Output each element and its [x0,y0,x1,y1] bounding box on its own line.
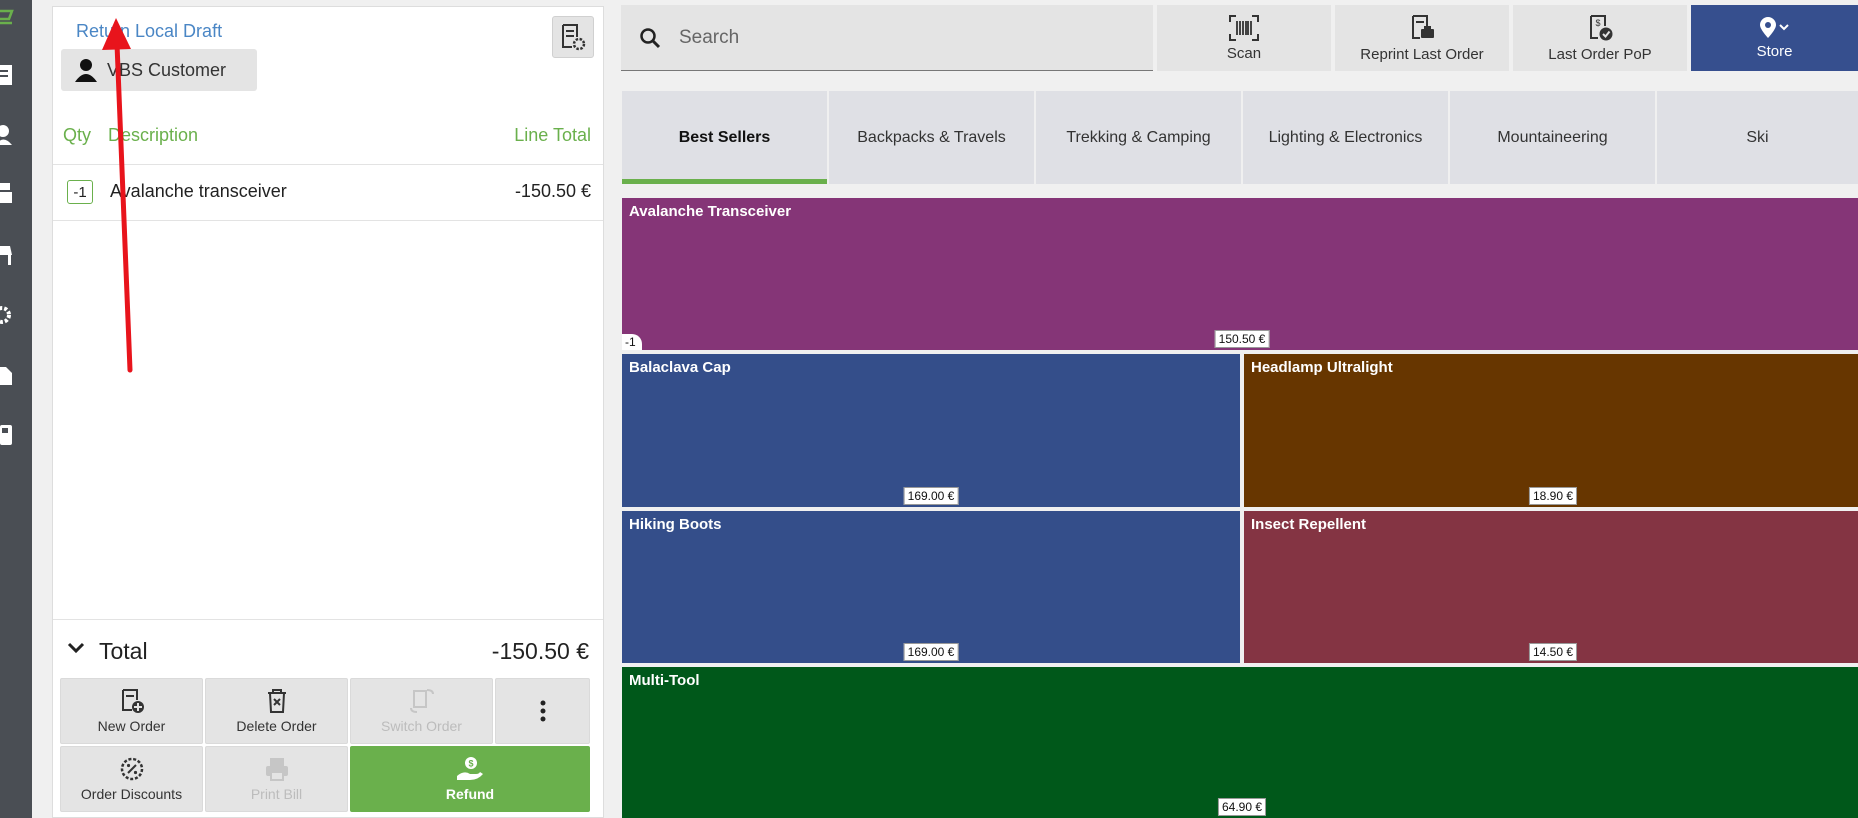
product-tile-insect-repellent[interactable]: Insect Repellent 14.50 € [1244,511,1858,663]
ticket-title[interactable]: Return Local Draft [76,21,223,41]
left-rail [0,0,32,818]
switch-order-button[interactable]: Switch Order [350,678,493,744]
reprint-last-order-label: Reprint Last Order [1360,45,1484,63]
refund-button[interactable]: $ Refund [350,746,590,812]
product-name: Insect Repellent [1251,516,1367,533]
ticket-line[interactable]: -1 Avalanche transceiver -150.50 € [53,165,603,221]
product-name: Balaclava Cap [629,359,731,376]
tab-best-sellers[interactable]: Best Sellers [622,91,827,184]
last-order-pop-button[interactable]: $ Last Order PoP [1513,5,1687,71]
trash-icon [267,689,286,713]
cart-icon[interactable] [0,4,14,30]
search-icon [640,27,661,48]
description-column-header: Description [108,125,199,145]
total-row[interactable]: Total -150.50 € [53,619,603,679]
more-options-button[interactable] [495,678,590,744]
receipt-icon[interactable] [0,62,14,88]
print-bill-label: Print Bill [250,786,303,802]
product-name: Multi-Tool [629,672,700,689]
pos-terminal-icon[interactable] [0,422,14,448]
receipt-settings-icon [562,24,586,51]
product-price: 150.50 € [1214,330,1270,348]
search-bar[interactable] [621,5,1153,71]
print-bill-button[interactable]: Print Bill [205,746,348,812]
cash-register-icon[interactable] [0,180,14,206]
printer-icon [265,758,288,781]
svg-text:$: $ [1595,18,1600,28]
store-label: Store [1756,42,1793,60]
ticket-settings-button[interactable] [552,16,594,58]
product-price: 14.50 € [1528,643,1578,661]
new-order-button[interactable]: New Order [60,678,203,744]
order-discounts-label: Order Discounts [80,786,183,802]
refund-label: Refund [445,786,495,802]
product-tile-balaclava-cap[interactable]: Balaclava Cap 169.00 € [622,354,1240,507]
svg-text:$: $ [468,759,473,769]
product-name: Avalanche Transceiver [629,203,792,220]
tag-icon[interactable] [0,362,14,388]
last-order-pop-label: Last Order PoP [1548,45,1652,63]
total-value: -150.50 € [491,638,589,664]
line-description: Avalanche transceiver [110,181,287,201]
line-total-column-header: Line Total [514,125,591,145]
reprint-last-order-button[interactable]: Reprint Last Order [1335,5,1509,71]
new-order-icon [121,689,144,713]
refund-hand-icon: $ [457,757,483,780]
customer-name: VBS Customer [107,59,227,80]
product-name: Hiking Boots [629,516,722,533]
qty-column-header: Qty [63,125,92,145]
store-button[interactable]: Store [1691,5,1858,71]
receipt-check-icon: $ [1590,14,1613,40]
customer-button[interactable]: VBS Customer [61,49,257,91]
chevron-down-icon [67,642,85,654]
product-tile-avalanche-transceiver[interactable]: Avalanche Transceiver -1 150.50 € [622,198,1858,350]
scan-button[interactable]: Scan [1157,5,1331,71]
product-price: 169.00 € [903,643,959,661]
product-name: Headlamp Ultralight [1251,359,1393,376]
reprint-receipt-icon [1412,14,1434,39]
tab-ski[interactable]: Ski [1657,91,1858,184]
total-label: Total [99,638,148,664]
tab-lighting-electronics[interactable]: Lighting & Electronics [1243,91,1448,184]
discount-icon [120,757,143,781]
order-discounts-button[interactable]: Order Discounts [60,746,203,812]
switch-order-label: Switch Order [381,718,462,734]
location-pin-icon [1759,16,1789,38]
ticket-panel: Return Local Draft VBS Customer Qty Desc… [52,6,604,818]
product-price: 64.90 € [1217,798,1267,816]
new-order-label: New Order [97,718,166,734]
barcode-icon [1229,14,1259,41]
more-vertical-icon [540,700,545,722]
delete-order-button[interactable]: Delete Order [205,678,348,744]
product-tile-headlamp-ultralight[interactable]: Headlamp Ultralight 18.90 € [1244,354,1858,507]
tab-backpacks-travels[interactable]: Backpacks & Travels [829,91,1034,184]
product-qty-badge: -1 [622,334,642,350]
search-input[interactable] [679,26,1079,49]
user-icon[interactable] [0,122,14,148]
tab-mountaineering[interactable]: Mountaineering [1450,91,1655,184]
user-icon [75,59,97,82]
table-icon[interactable] [0,242,14,268]
product-tile-multi-tool[interactable]: Multi-Tool 64.90 € [622,667,1858,818]
product-price: 169.00 € [903,487,959,505]
tab-trekking-camping[interactable]: Trekking & Camping [1036,91,1241,184]
line-qty: -1 [67,180,93,204]
line-total: -150.50 € [514,181,591,201]
gear-icon[interactable] [0,302,14,328]
switch-order-icon [409,689,434,713]
scan-label: Scan [1226,44,1262,62]
product-price: 18.90 € [1528,487,1578,505]
delete-order-label: Delete Order [236,718,317,734]
ticket-lines-header: Qty Description Line Total [53,119,603,165]
product-tile-hiking-boots[interactable]: Hiking Boots 169.00 € [622,511,1240,663]
